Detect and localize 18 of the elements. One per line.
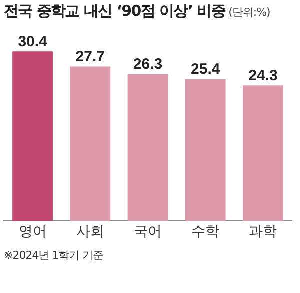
x-tick-label: 사회	[76, 224, 104, 240]
data-label: 24.3	[248, 67, 278, 84]
chart-title: 전국 중학교 내신 ‘90점 이상’ 비중	[4, 2, 226, 20]
bar	[128, 74, 168, 222]
x-tick-label: 수학	[192, 224, 220, 240]
chart-subtitle: (단위:%)	[228, 6, 270, 19]
bar	[12, 52, 54, 222]
x-tick-label: 과학	[249, 224, 278, 240]
x-tick-label: 영어	[18, 224, 47, 240]
text: ※2024년 1학기 기준	[4, 248, 104, 263]
data-label: 25.4	[191, 61, 221, 78]
data-label: 27.7	[76, 48, 105, 66]
data-label: 30.4	[18, 33, 48, 50]
data-label: 26.3	[133, 56, 163, 74]
bar	[70, 66, 111, 222]
x-tick-label: 국어	[134, 224, 162, 240]
bar	[185, 80, 226, 222]
bar	[242, 86, 284, 222]
